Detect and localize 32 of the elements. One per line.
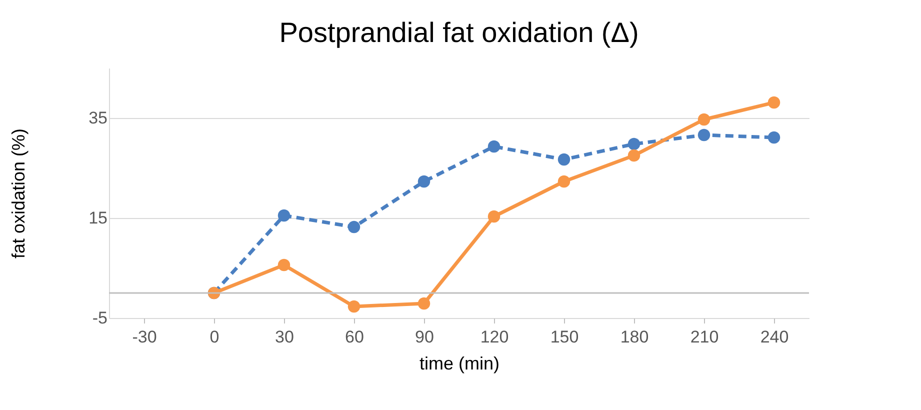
y-tick-label: 35 [88, 108, 108, 128]
y-axis-title: fat oxidation (%) [8, 128, 29, 259]
x-tick-label: 120 [480, 328, 509, 346]
x-tick-label: -30 [132, 328, 157, 346]
y-tick-label: -5 [92, 308, 108, 328]
x-tick-label: 0 [210, 328, 220, 346]
x-tick-label: 60 [345, 328, 364, 346]
y-tick-label: 15 [88, 208, 108, 228]
point [418, 175, 430, 188]
point [558, 153, 570, 166]
x-tick-label: 150 [550, 328, 579, 346]
point [628, 138, 640, 150]
x-tick-label: 180 [620, 328, 649, 346]
point [348, 300, 360, 313]
point [488, 140, 500, 153]
chart-title: Postprandial fat oxidation (Δ) [279, 17, 639, 48]
point [418, 297, 430, 310]
x-tick-label: 240 [760, 328, 789, 346]
point [698, 113, 710, 126]
point [348, 220, 360, 234]
point [768, 96, 780, 109]
x-tick-label: 90 [415, 328, 434, 346]
point [698, 128, 710, 142]
point [278, 258, 290, 272]
point [768, 131, 780, 144]
point [278, 209, 290, 222]
point [488, 210, 500, 223]
point [558, 175, 570, 188]
x-tick-label: 30 [275, 328, 294, 346]
point [628, 149, 640, 162]
x-axis-title: time (min) [420, 354, 500, 374]
x-tick-label: 210 [690, 328, 719, 346]
